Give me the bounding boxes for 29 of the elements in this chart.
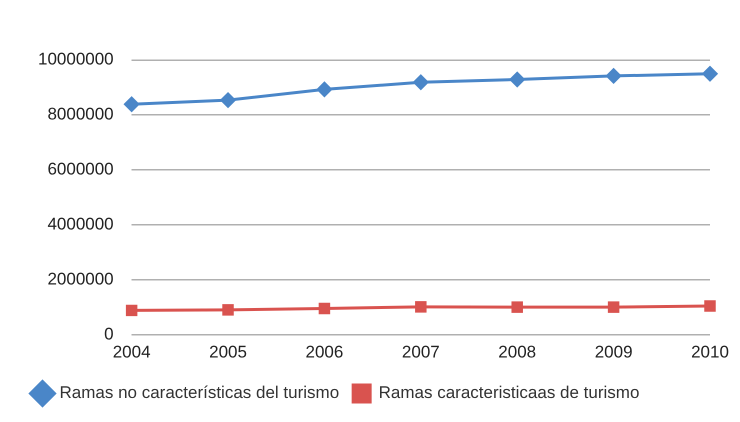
legend-label: Ramas caracteristicaas de turismo — [378, 383, 640, 402]
point — [222, 304, 234, 316]
point — [124, 96, 140, 112]
point — [702, 66, 718, 82]
point — [606, 68, 622, 84]
legend-label: Ramas no características del turismo — [60, 383, 340, 402]
y-tick-label: 8000000 — [47, 104, 114, 124]
x-tick-label: 2004 — [112, 342, 151, 362]
x-tick-label: 2008 — [498, 342, 536, 362]
point — [126, 304, 138, 316]
point — [220, 92, 236, 108]
x-tick-label: 2010 — [691, 342, 729, 362]
point — [608, 301, 620, 313]
point — [316, 82, 332, 97]
x-tick-label: 2006 — [306, 342, 344, 362]
point — [510, 72, 525, 87]
y-tick-label: 0 — [104, 324, 114, 344]
point — [413, 74, 428, 90]
point — [415, 301, 427, 313]
y-tick-label: 2000000 — [47, 269, 114, 288]
x-tick-label: 2009 — [594, 342, 633, 362]
y-tick-label: 10000000 — [38, 50, 114, 69]
x-tick-label: 2007 — [402, 342, 440, 362]
y-tick-label: 6000000 — [47, 160, 114, 179]
point — [511, 301, 523, 313]
x-tick-label: 2005 — [209, 342, 247, 362]
point — [704, 300, 716, 312]
y-tick-label: 4000000 — [47, 214, 114, 234]
point — [318, 302, 330, 314]
